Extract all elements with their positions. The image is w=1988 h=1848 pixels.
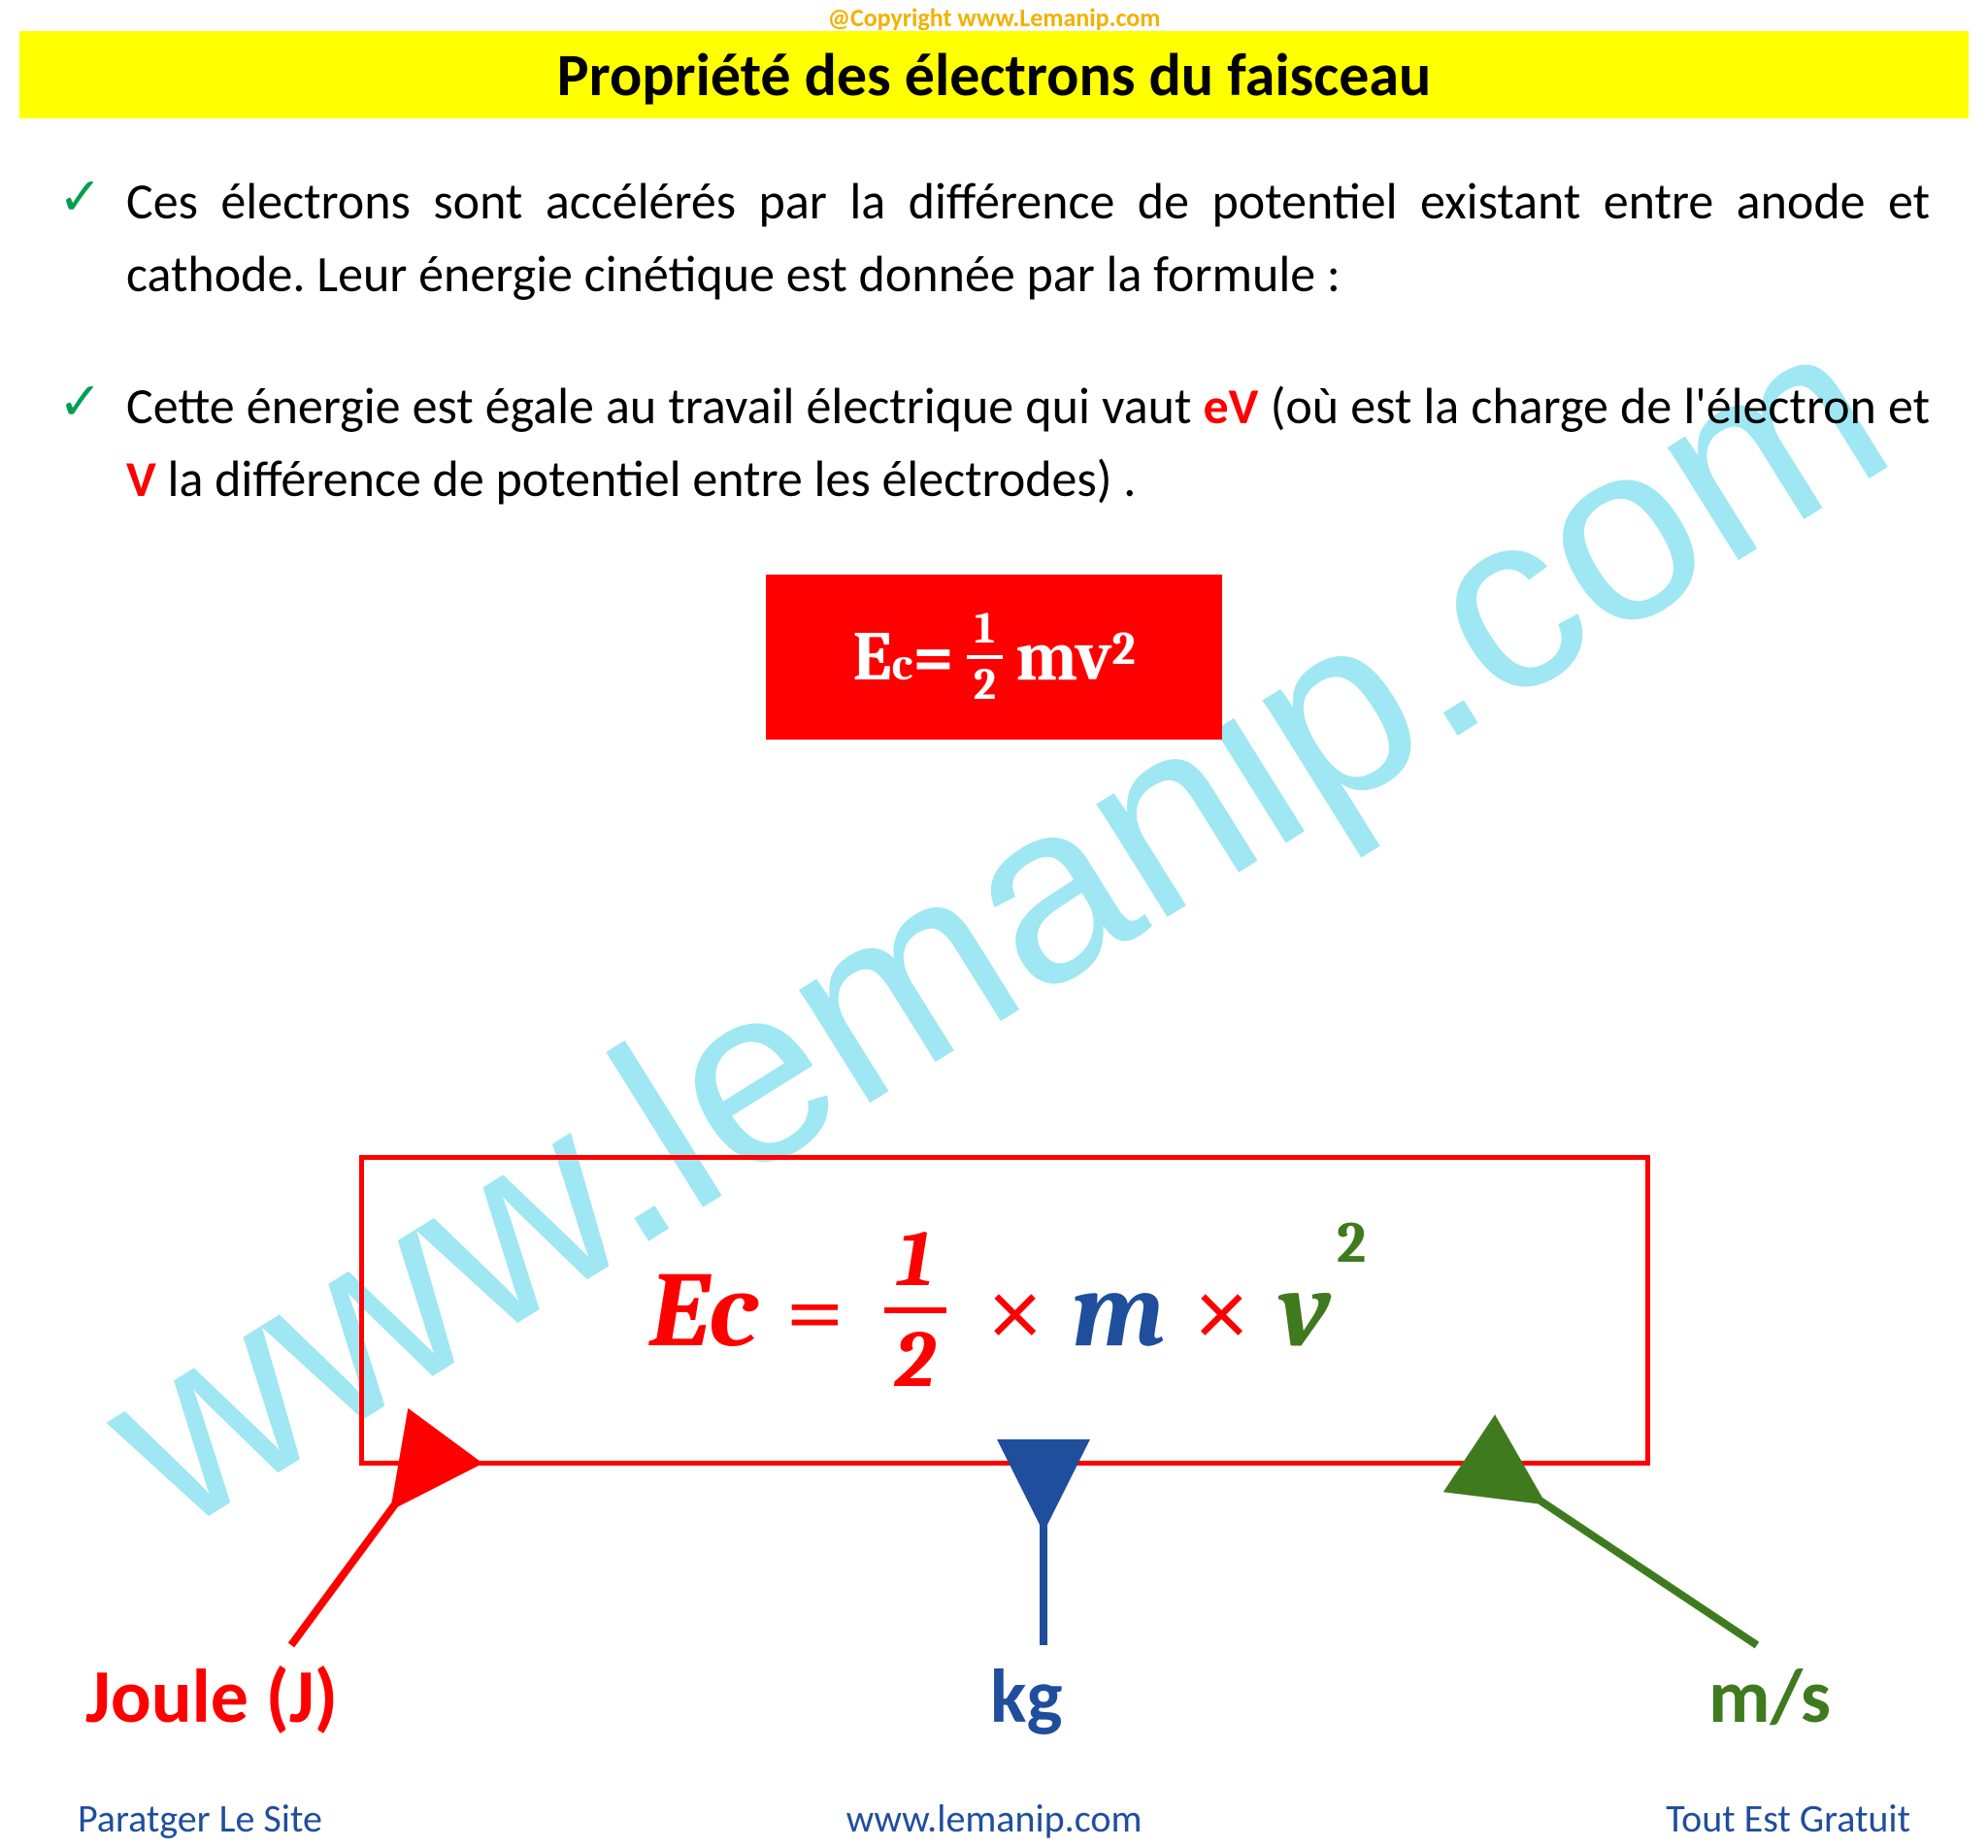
- eq-times1: ×: [985, 1249, 1044, 1372]
- page-title: Propriété des électrons du faisceau: [19, 31, 1969, 118]
- eq-m: m: [1072, 1249, 1165, 1372]
- footer: Paratger Le Site www.lemanip.com Tout Es…: [78, 1795, 1910, 1842]
- footer-center[interactable]: www.lemanip.com: [846, 1795, 1143, 1842]
- eq-exp: 2: [1337, 1209, 1366, 1276]
- formula-exp: 2: [1111, 622, 1135, 676]
- eq-times2: ×: [1192, 1249, 1251, 1372]
- equation-box: Ec = 1 2 × m × v2: [359, 1155, 1650, 1466]
- formula-ec-box: Ec = 1 2 mv2: [766, 575, 1222, 740]
- check-icon: ✓: [58, 376, 126, 428]
- eq-frac: 1 2: [881, 1220, 949, 1401]
- formula-num: 1: [967, 607, 1003, 659]
- formula-diagram: Ec = 1 2 × m × v2 Joule (J) kg m/s: [0, 1087, 1988, 1766]
- bullet-2-text: Cette énergie est égale au travail élect…: [126, 370, 1930, 516]
- copyright-text: @Copyright www.Lemanip.com: [828, 2, 1161, 33]
- eq-den: 2: [881, 1313, 949, 1401]
- bullet-2-mid: (où est la charge de l'électron et: [1271, 375, 1930, 437]
- bullet-2-V: V: [126, 447, 156, 510]
- arrow-joule-icon: [291, 1461, 427, 1645]
- bullet-1-text: Ces électrons sont accélérés par la diff…: [126, 165, 1930, 312]
- bullet-2-pre: Cette énergie est égale au travail élect…: [126, 375, 1204, 437]
- formula-eq: =: [912, 616, 954, 697]
- bullet-2: ✓ Cette énergie est égale au travail éle…: [58, 370, 1930, 516]
- bullet-2-post: la différence de potentiel entre les éle…: [168, 447, 1137, 510]
- eq-Ec: Ec: [649, 1249, 758, 1372]
- eq-equals: =: [785, 1249, 845, 1372]
- check-icon: ✓: [58, 171, 126, 223]
- unit-ms: m/s: [1708, 1650, 1831, 1742]
- unit-joule: Joule (J): [85, 1650, 338, 1742]
- formula-mv: mv: [1015, 616, 1111, 697]
- footer-right: Tout Est Gratuit: [1666, 1795, 1910, 1842]
- body-area: ✓ Ces électrons sont accélérés par la di…: [58, 165, 1930, 740]
- footer-left: Paratger Le Site: [78, 1795, 322, 1842]
- formula-E: E: [852, 616, 891, 697]
- formula-frac: 1 2: [966, 607, 1004, 708]
- formula-sub: c: [892, 638, 913, 691]
- eq-num: 1: [884, 1220, 946, 1313]
- arrow-ms-icon: [1495, 1470, 1757, 1645]
- bullet-2-eV: eV: [1204, 375, 1259, 437]
- formula-den: 2: [966, 659, 1004, 708]
- eq-v: v: [1278, 1249, 1331, 1372]
- unit-kg: kg: [990, 1650, 1062, 1742]
- bullet-1: ✓ Ces électrons sont accélérés par la di…: [58, 165, 1930, 312]
